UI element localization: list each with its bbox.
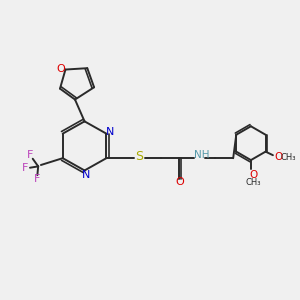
Text: CH₃: CH₃ [281, 153, 296, 162]
Text: O: O [176, 177, 184, 187]
Text: NH: NH [194, 151, 209, 160]
Text: F: F [27, 150, 33, 160]
Text: N: N [106, 127, 114, 137]
Text: O: O [249, 170, 257, 180]
Text: O: O [56, 64, 65, 74]
Text: O: O [274, 152, 282, 162]
Text: F: F [22, 163, 28, 173]
Text: CH₃: CH₃ [245, 178, 261, 187]
Text: N: N [82, 170, 90, 180]
Text: F: F [34, 175, 40, 184]
Text: S: S [135, 150, 143, 163]
